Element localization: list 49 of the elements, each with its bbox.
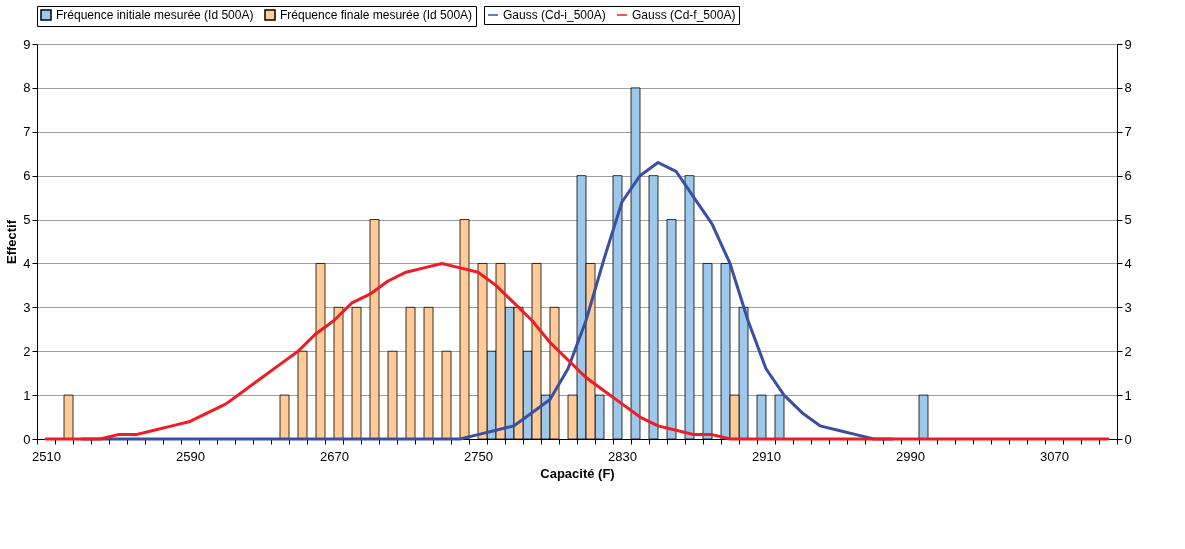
legend-label: Gauss (Cd-f_500A): [632, 8, 736, 22]
y2-tick-label: 3: [1124, 299, 1132, 315]
bar: [405, 306, 416, 440]
bar: [315, 263, 326, 440]
legend-label: Fréquence initiale mesurée (Id 500A): [56, 8, 254, 22]
y2-tick-label: 6: [1124, 168, 1132, 184]
bar: [351, 306, 362, 440]
y-tick-label: 2: [23, 343, 31, 359]
y2-tick-label: 2: [1124, 343, 1132, 359]
y2-tick-label: 8: [1124, 80, 1132, 96]
y-tick-label: 1: [23, 387, 31, 403]
bar: [297, 350, 308, 440]
legend-label: Fréquence finale mesurée (Id 500A): [280, 8, 473, 22]
bar: [756, 394, 767, 440]
x-tick-label: 2750: [464, 448, 493, 464]
x-tick-label: 2590: [176, 448, 205, 464]
legend-label: Gauss (Cd-i_500A): [503, 8, 606, 22]
bar: [369, 219, 380, 440]
y2-tick-label: 7: [1124, 124, 1132, 140]
x-tick-label: 2910: [752, 448, 781, 464]
x-tick-label: 2670: [320, 448, 349, 464]
bar: [774, 394, 785, 440]
y2-tick-label: 4: [1124, 255, 1132, 271]
y-tick-label: 5: [23, 212, 31, 228]
y-tick-label: 9: [23, 36, 31, 52]
bar: [387, 350, 398, 440]
y-tick-label: 7: [23, 124, 31, 140]
x-tick-label: 2990: [896, 448, 925, 464]
bar: [333, 306, 344, 440]
y-tick-label: 8: [23, 80, 31, 96]
y2-tick-label: 9: [1124, 36, 1132, 52]
bar: [918, 394, 929, 440]
y-tick-label: 3: [23, 299, 31, 315]
y-axis-title: Effectif: [4, 219, 20, 265]
y2-tick-label: 0: [1124, 431, 1132, 447]
line-series: [44, 261, 1110, 441]
bar: [441, 350, 452, 440]
bar: [63, 394, 74, 440]
y2-tick-label: 1: [1124, 387, 1132, 403]
x-axis-title: Capacité (F): [540, 465, 615, 481]
y-tick-label: 4: [23, 255, 31, 271]
y2-tick-label: 5: [1124, 212, 1132, 228]
x-tick-label: 2510: [32, 448, 61, 464]
bar: [279, 394, 290, 440]
x-tick-label: 3070: [1040, 448, 1069, 464]
y-tick-label: 0: [23, 431, 31, 447]
x-tick-label: 2830: [608, 448, 637, 464]
bar: [423, 306, 434, 440]
y-tick-label: 6: [23, 168, 31, 184]
